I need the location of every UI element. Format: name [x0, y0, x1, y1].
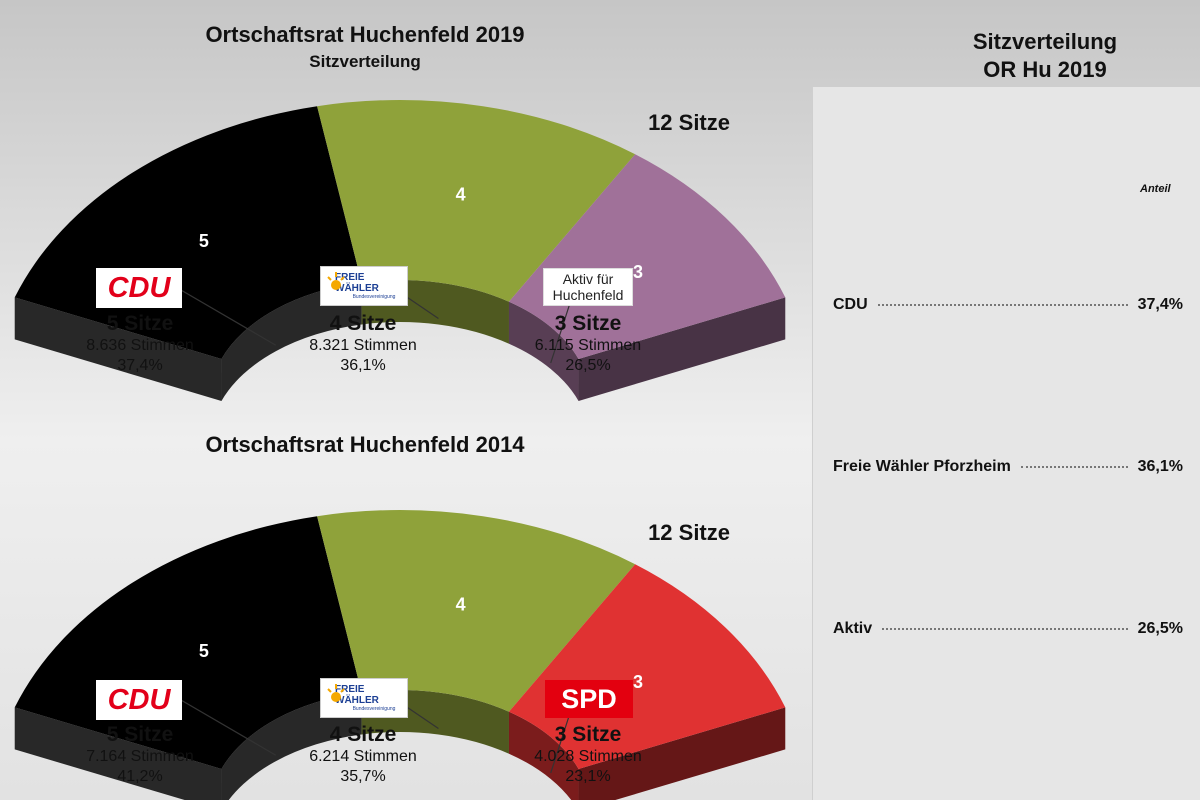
percent-label: 23,1% [565, 768, 611, 785]
leader-dots [882, 628, 1128, 630]
votes-label: 8.321 Stimmen [309, 337, 417, 354]
right-panel-title-line2: OR Hu 2019 [983, 57, 1107, 82]
fw-logo-text: FREIE WÄHLER [335, 272, 379, 294]
seats-label: 4 Sitze [329, 723, 397, 746]
segment-side-wall [578, 707, 786, 800]
segment-inner-wall [508, 301, 579, 401]
party-block-cdu-2019: 5 Sitze 8.636 Stimmen 37,4% [40, 312, 240, 376]
share-row-value: 37,4% [1137, 296, 1183, 313]
sun-icon [327, 684, 345, 702]
segment-seat-label: 5 [199, 231, 209, 251]
party-block-spd-2014: 3 Sitze 4.028 Stimmen 23,1% [488, 723, 688, 787]
share-row-label: Aktiv [833, 620, 873, 637]
fw-logo-text: FREIE WÄHLER [335, 684, 379, 706]
seat-segment [317, 100, 636, 302]
right-panel-title: Sitzverteilung OR Hu 2019 [935, 28, 1155, 84]
share-row-label: CDU [833, 296, 868, 313]
party-block-aktiv-2019: 3 Sitze 6.115 Stimmen 26,5% [488, 312, 688, 376]
seats-label: 5 Sitze [106, 312, 174, 335]
segment-side-wall [14, 707, 222, 800]
freie-waehler-logo: FREIE WÄHLER Bundesvereinigung [320, 678, 408, 718]
share-row-fw: Freie Wähler Pforzheim 36,1% [833, 458, 1183, 476]
percent-label: 37,4% [117, 357, 163, 374]
seat-segment [317, 510, 636, 712]
segment-seat-label: 3 [633, 262, 643, 282]
aktiv-logo-line2: Huchenfeld [552, 287, 624, 303]
spd-logo: SPD [545, 680, 633, 718]
aktiv-logo: Aktiv für Huchenfeld [543, 268, 633, 306]
percent-label: 36,1% [340, 357, 386, 374]
percent-label: 41,2% [117, 768, 163, 785]
cdu-logo-text: CDU [107, 271, 171, 304]
cdu-logo-text: CDU [107, 683, 171, 716]
votes-label: 7.164 Stimmen [86, 748, 194, 765]
leader-dots [1020, 466, 1128, 468]
segment-side-wall [14, 297, 222, 401]
votes-label: 6.115 Stimmen [534, 337, 642, 354]
seats-label: 3 Sitze [554, 723, 622, 746]
sun-icon [327, 272, 345, 290]
right-panel [812, 87, 1200, 800]
chart-subtitle-2019: Sitzverteilung [309, 52, 421, 71]
votes-label: 4.028 Stimmen [534, 748, 642, 765]
leader-dots [877, 304, 1128, 306]
segment-side-wall [578, 297, 786, 401]
total-seats-label: 12 Sitze [648, 110, 730, 135]
fw-logo-subtext: Bundesvereinigung [352, 294, 396, 300]
percent-label: 35,7% [340, 768, 386, 785]
segment-inner-wall [221, 282, 362, 401]
share-row-value: 26,5% [1137, 620, 1183, 637]
right-panel-title-line1: Sitzverteilung [972, 29, 1118, 54]
party-block-fw-2019: 4 Sitze 8.321 Stimmen 36,1% [263, 312, 463, 376]
share-row-label: Freie Wähler Pforzheim [833, 458, 1011, 475]
chart-title-2014: Ortschaftsrat Huchenfeld 2014 [205, 432, 525, 457]
share-row-cdu: CDU 37,4% [833, 296, 1183, 314]
segment-seat-label: 4 [456, 594, 466, 614]
votes-label: 6.214 Stimmen [309, 748, 417, 765]
segment-seat-label: 3 [633, 672, 643, 692]
chart-title-2019: Ortschaftsrat Huchenfeld 2019 [205, 22, 525, 47]
seats-label: 4 Sitze [329, 312, 397, 335]
total-seats-label: 12 Sitze [648, 520, 730, 545]
share-row-aktiv: Aktiv 26,5% [833, 620, 1183, 638]
party-block-fw-2014: 4 Sitze 6.214 Stimmen 35,7% [263, 723, 463, 787]
share-column-header: Anteil [1140, 183, 1171, 195]
segment-inner-wall [508, 711, 579, 800]
spd-logo-text: SPD [561, 683, 617, 714]
seat-segment [508, 154, 786, 359]
party-block-cdu-2014: 5 Sitze 7.164 Stimmen 41,2% [40, 723, 240, 787]
segment-seat-label: 4 [456, 184, 466, 204]
percent-label: 26,5% [565, 357, 611, 374]
fw-logo-subtext: Bundesvereinigung [352, 706, 396, 712]
freie-waehler-logo: FREIE WÄHLER Bundesvereinigung [320, 266, 408, 306]
segment-inner-wall [221, 692, 362, 800]
aktiv-logo-line1: Aktiv für [562, 271, 614, 287]
segment-seat-label: 5 [199, 641, 209, 661]
seats-label: 3 Sitze [554, 312, 622, 335]
cdu-logo: CDU [96, 680, 182, 720]
cdu-logo: CDU [96, 268, 182, 308]
votes-label: 8.636 Stimmen [86, 337, 194, 354]
share-row-value: 36,1% [1137, 458, 1183, 475]
seats-label: 5 Sitze [106, 723, 174, 746]
